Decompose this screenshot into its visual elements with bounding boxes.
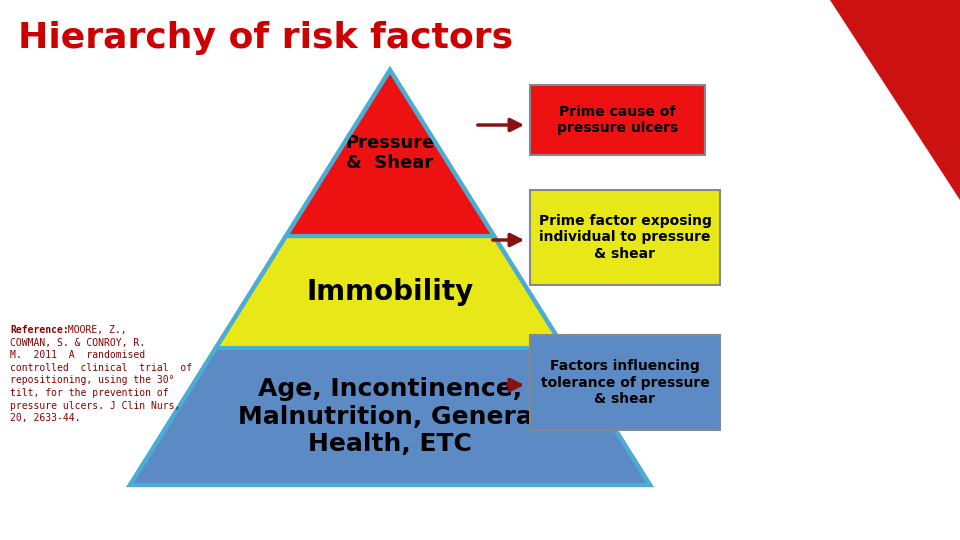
Text: repositioning, using the 30°: repositioning, using the 30° — [10, 375, 175, 386]
Text: pressure ulcers. J Clin Nurs,: pressure ulcers. J Clin Nurs, — [10, 401, 180, 410]
Text: COWMAN, S. & CONROY, R.: COWMAN, S. & CONROY, R. — [10, 338, 145, 348]
Text: Reference:: Reference: — [10, 325, 69, 335]
Polygon shape — [286, 70, 494, 236]
Text: tilt, for the prevention of: tilt, for the prevention of — [10, 388, 169, 398]
Polygon shape — [216, 236, 564, 348]
Text: Prime cause of
pressure ulcers: Prime cause of pressure ulcers — [557, 105, 678, 135]
Text: MOORE, Z.,: MOORE, Z., — [62, 325, 127, 335]
Text: Immobility: Immobility — [306, 278, 473, 306]
Text: 20, 2633-44.: 20, 2633-44. — [10, 413, 81, 423]
Polygon shape — [830, 0, 960, 200]
Text: Hierarchy of risk factors: Hierarchy of risk factors — [18, 21, 514, 55]
FancyBboxPatch shape — [530, 85, 705, 155]
FancyBboxPatch shape — [530, 335, 720, 430]
Text: controlled  clinical  trial  of: controlled clinical trial of — [10, 363, 192, 373]
Polygon shape — [130, 348, 650, 485]
Text: Age, Incontinence,
Malnutrition, General
Health, ETC: Age, Incontinence, Malnutrition, General… — [238, 377, 541, 456]
FancyBboxPatch shape — [530, 190, 720, 285]
Text: Pressure
&  Shear: Pressure & Shear — [346, 133, 435, 172]
Text: M.  2011  A  randomised: M. 2011 A randomised — [10, 350, 145, 360]
Text: Factors influencing
tolerance of pressure
& shear: Factors influencing tolerance of pressur… — [540, 359, 709, 406]
Text: Leading the world
to better health: Leading the world to better health — [877, 516, 953, 535]
Text: Prime factor exposing
individual to pressure
& shear: Prime factor exposing individual to pres… — [539, 214, 711, 261]
Text: RCSI: RCSI — [876, 481, 955, 510]
